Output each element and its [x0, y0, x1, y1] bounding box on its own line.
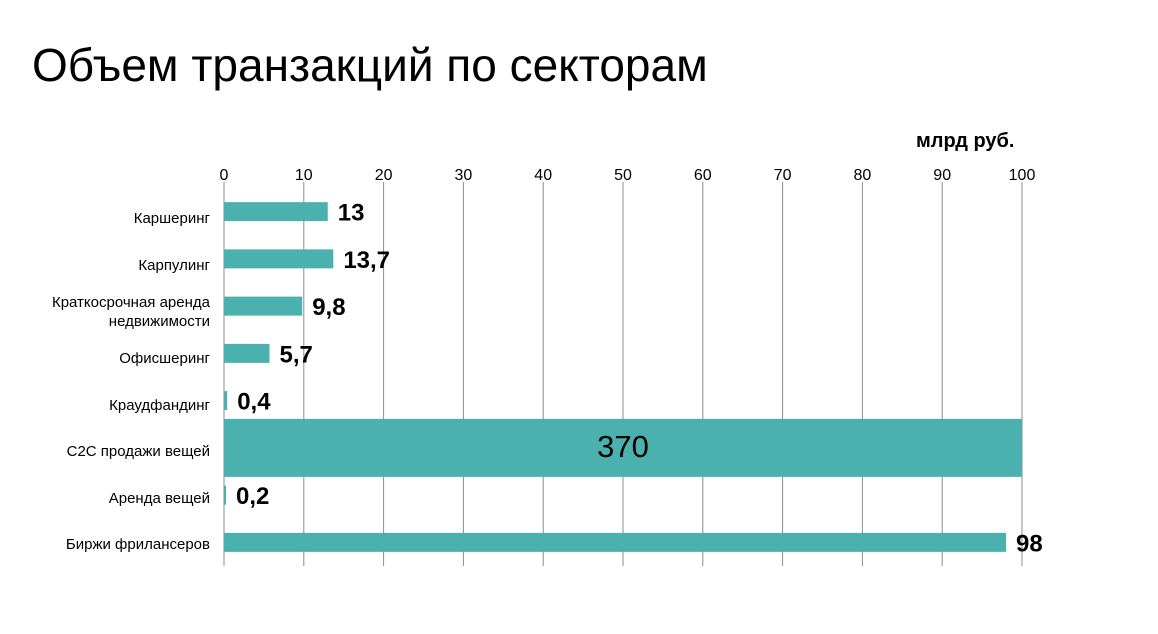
category-label: Биржи фрилансеров	[65, 536, 210, 553]
data-label: 13,7	[343, 247, 390, 274]
data-label: 0,2	[236, 483, 269, 510]
data-label: 0,4	[237, 389, 271, 416]
x-tick-label: 40	[534, 167, 552, 184]
x-tick-label: 100	[1009, 167, 1036, 184]
data-label: 98	[1016, 530, 1043, 557]
category-label: Офисшеринг	[119, 350, 210, 367]
x-tick-label: 60	[694, 167, 712, 184]
x-tick-label: 0	[220, 167, 229, 184]
category-label: Карпулинг	[138, 257, 210, 274]
bar	[224, 532, 1007, 552]
x-tick-label: 70	[774, 167, 792, 184]
bar	[224, 391, 228, 411]
bar	[224, 202, 328, 222]
category-label: C2C продажи вещей	[66, 443, 210, 460]
x-tick-label: 80	[854, 167, 872, 184]
data-label: 5,7	[279, 341, 312, 368]
bar	[224, 296, 303, 316]
category-label: Краткосрочная аренда недвижимости	[51, 294, 210, 330]
category-label: Каршеринг	[133, 210, 210, 227]
data-label: 9,8	[312, 294, 345, 321]
bar	[224, 418, 1022, 477]
bar	[224, 249, 334, 269]
x-tick-label: 10	[295, 167, 313, 184]
x-tick-label: 30	[455, 167, 473, 184]
axis-unit-label: млрд руб.	[916, 130, 1015, 152]
data-label: 13	[338, 200, 365, 227]
x-tick-label: 20	[375, 167, 393, 184]
x-tick-label: 90	[933, 167, 951, 184]
x-tick-label: 50	[614, 167, 632, 184]
bar	[224, 343, 270, 363]
data-label: 370	[597, 429, 649, 464]
category-label: Аренда вещей	[108, 490, 210, 507]
chart-title: Объем транзакций по секторам	[32, 39, 708, 91]
bar	[224, 485, 226, 505]
category-label: Краудфандинг	[109, 397, 210, 414]
